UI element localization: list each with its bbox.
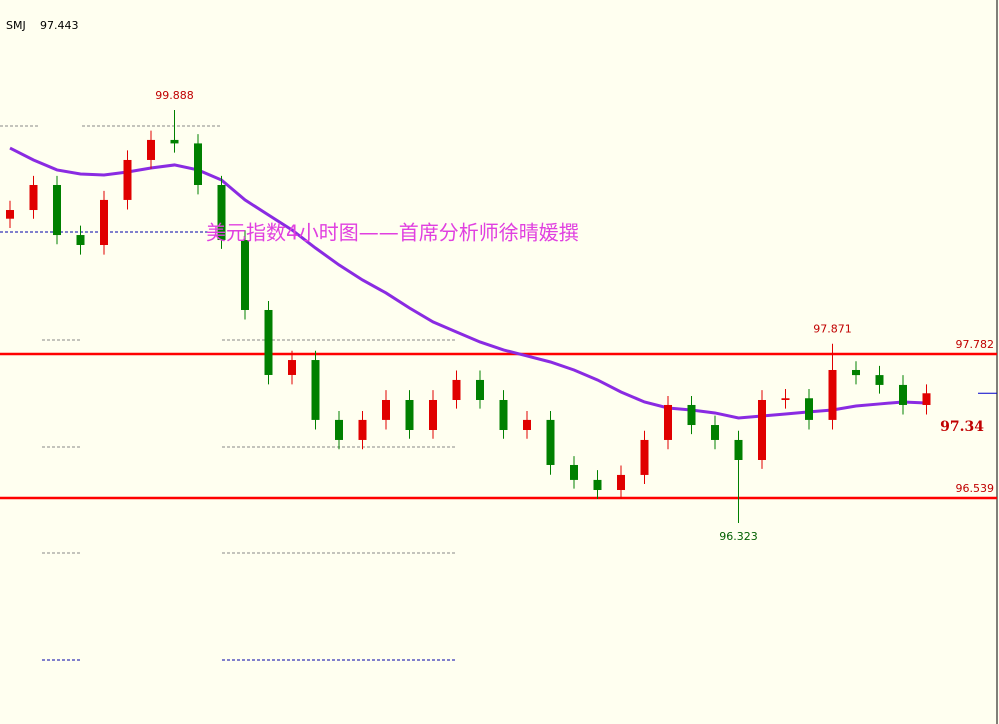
candle-body — [687, 404, 696, 426]
candle-body — [429, 399, 437, 430]
candle-body — [217, 184, 226, 241]
candle-body — [53, 184, 61, 236]
candle-body — [828, 369, 837, 420]
candle-body — [264, 309, 273, 375]
candle-body — [123, 159, 132, 200]
level-label: 96.539 — [956, 482, 995, 495]
moving-average — [9, 146, 927, 420]
candle-body — [805, 398, 813, 420]
candle-body — [523, 419, 531, 430]
candle-body — [758, 399, 766, 461]
chart-title: 美元指数4小时图——首席分析师徐晴媛撰 — [206, 221, 579, 245]
candle-body — [6, 210, 14, 219]
candle-body — [922, 393, 931, 405]
last-price: 97.443 — [40, 19, 79, 32]
candle-body — [734, 439, 743, 461]
candle-body — [875, 375, 884, 385]
candle-body — [476, 379, 484, 400]
candle-body — [852, 369, 860, 376]
candle-body — [499, 399, 508, 430]
candle-body — [382, 399, 390, 420]
candle-body — [288, 360, 296, 375]
level-label: 97.782 — [956, 338, 995, 351]
candle-body — [311, 360, 320, 420]
candle-body — [640, 439, 649, 475]
extreme-label: 97.871 — [813, 323, 852, 336]
candle-body — [617, 474, 625, 491]
candle-body — [711, 425, 719, 440]
candle-body — [570, 464, 578, 480]
current-price: 97.34 — [940, 419, 984, 435]
candle-body — [170, 139, 179, 144]
candle-body — [899, 384, 907, 405]
candle-body — [241, 240, 249, 310]
candle-body — [194, 143, 202, 185]
extreme-label: 99.888 — [155, 89, 194, 102]
candle-body — [593, 479, 602, 491]
candle-body — [147, 139, 155, 160]
candle-body — [405, 399, 414, 430]
candle-body — [76, 235, 85, 246]
candle-body — [29, 184, 38, 211]
candle-body — [452, 379, 461, 400]
candle-body — [358, 419, 367, 440]
candle-body — [664, 404, 672, 440]
candle-body — [546, 419, 555, 465]
candle-body — [335, 419, 343, 440]
symbol: SMJ — [6, 19, 26, 32]
candle-body — [100, 199, 108, 246]
candle-body — [781, 398, 790, 400]
extreme-label: 96.323 — [719, 530, 758, 543]
